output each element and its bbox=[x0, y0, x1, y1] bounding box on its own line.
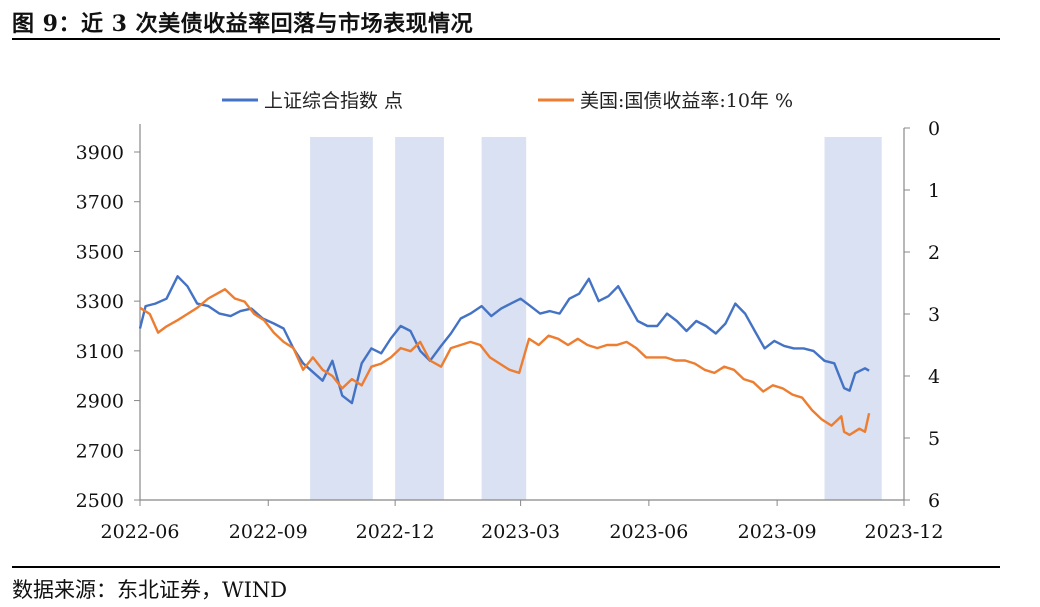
title-rule bbox=[12, 38, 1000, 40]
legend: 上证综合指数 点 美国:国债收益率:10年 % bbox=[222, 90, 793, 112]
axes: 2500 2700 2900 3100 3300 3500 3700 3900 0 1 2 3 4 5 6 2… bbox=[76, 118, 944, 543]
left-tick-label: 2900 bbox=[76, 391, 124, 413]
legend-label: 美国:国债收益率:10年 % bbox=[580, 90, 793, 112]
right-tick-label: 2 bbox=[928, 242, 940, 264]
shaded-period bbox=[310, 137, 373, 500]
legend-label: 上证综合指数 点 bbox=[264, 90, 403, 112]
x-tick-label: 2023-12 bbox=[865, 521, 944, 543]
left-tick-label: 3100 bbox=[76, 341, 124, 363]
x-tick-label: 2023-09 bbox=[738, 521, 817, 543]
shanghai-index-line bbox=[138, 275, 870, 405]
left-tick-label: 3700 bbox=[76, 192, 124, 214]
right-tick-label: 1 bbox=[928, 180, 940, 202]
left-tick-label: 3300 bbox=[76, 291, 124, 313]
left-tick-label: 3500 bbox=[76, 241, 124, 263]
left-tick-label: 3900 bbox=[76, 142, 124, 164]
right-tick-label: 4 bbox=[928, 366, 940, 388]
us-10y-yield-line bbox=[139, 288, 871, 437]
source-note: 数据来源：东北证券，WIND bbox=[12, 578, 288, 602]
series-lines bbox=[138, 275, 871, 437]
right-tick-label: 6 bbox=[928, 490, 940, 512]
x-tick-label: 2022-09 bbox=[229, 521, 308, 543]
shaded-period bbox=[395, 137, 444, 500]
right-tick-label: 5 bbox=[928, 428, 940, 450]
x-tick-label: 2023-06 bbox=[609, 521, 688, 543]
source-rule bbox=[12, 566, 1000, 568]
shaded-period bbox=[824, 137, 882, 500]
x-tick-label: 2023-03 bbox=[481, 521, 560, 543]
shaded-period bbox=[481, 137, 527, 500]
x-tick-label: 2022-06 bbox=[101, 521, 180, 543]
right-tick-label: 3 bbox=[928, 304, 940, 326]
right-tick-label: 0 bbox=[928, 118, 940, 140]
left-tick-label: 2700 bbox=[76, 440, 124, 462]
left-tick-label: 2500 bbox=[76, 490, 124, 512]
x-tick-label: 2022-12 bbox=[356, 521, 435, 543]
chart-title: 图 9：近 3 次美债收益率回落与市场表现情况 bbox=[12, 11, 474, 37]
shaded-periods bbox=[310, 137, 882, 500]
